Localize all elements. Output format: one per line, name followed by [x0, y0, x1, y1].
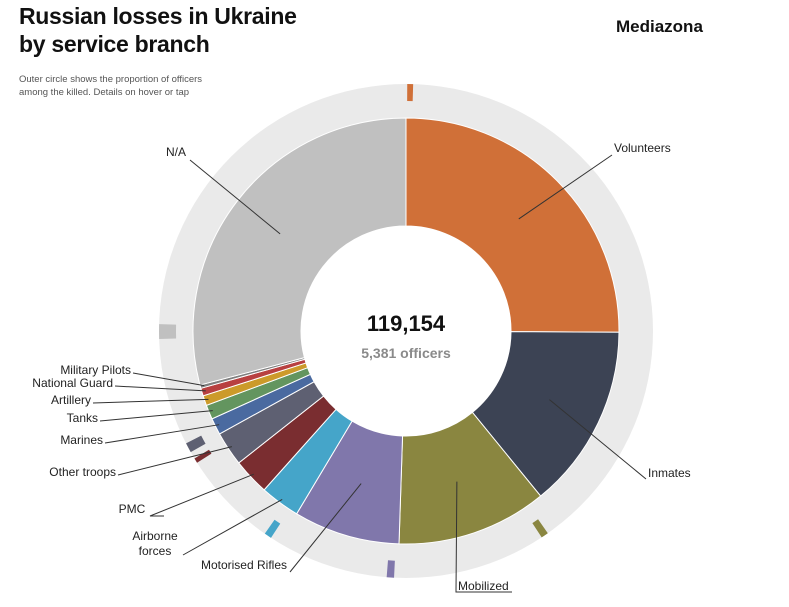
officer-star-icon [186, 435, 206, 453]
subtitle-line-2: among the killed. Details on hover or ta… [19, 87, 190, 98]
officer-star-icon [386, 560, 395, 578]
officer-star-icon [264, 519, 281, 538]
leader-line-national-guard [114, 385, 206, 392]
label-airborne-forces: Airborne forces [132, 529, 178, 558]
label-inmates: Inmates [648, 466, 691, 480]
leader-line-n-a [189, 159, 281, 235]
leader-line-mobilized [455, 481, 512, 593]
label-marines: Marines [60, 433, 103, 447]
title-line-2: by service branch [19, 31, 210, 57]
leader-line-volunteers [518, 154, 613, 220]
label-tanks: Tanks [67, 411, 98, 425]
label-national-guard: National Guard [32, 376, 113, 390]
label-artillery: Artillery [51, 393, 91, 407]
label-motorised-rifles: Motorised Rifles [201, 558, 287, 572]
officer-star-icon [159, 324, 177, 339]
label-mobilized: Mobilized [458, 579, 509, 593]
subtitle-line-1: Outer circle shows the proportion of off… [19, 74, 203, 85]
label-n-a: N/A [166, 145, 186, 159]
leader-line-tanks [99, 410, 213, 422]
center-officers: 5,381 officers [361, 345, 451, 361]
chart-subtitle: Outer circle shows the proportion of off… [19, 73, 269, 99]
chart-title: Russian losses in Ukraine by service bra… [19, 2, 297, 58]
label-other-troops: Other troops [49, 465, 116, 479]
leader-line-other-troops [117, 446, 233, 476]
title-line-1: Russian losses in Ukraine [19, 3, 297, 29]
label-pmc: PMC [119, 502, 146, 516]
label-military-pilots: Military Pilots [60, 363, 131, 377]
leader-line-marines [104, 424, 220, 444]
officer-star-icon [532, 519, 548, 538]
leader-line-military-pilots [132, 372, 205, 387]
brand-logo[interactable]: Mediazona [616, 17, 703, 36]
officer-star-icon [407, 84, 414, 102]
leader-line-airborne-forces [182, 498, 283, 556]
label-volunteers: Volunteers [614, 141, 671, 155]
center-total: 119,154 [367, 311, 446, 336]
leader-line-artillery [92, 398, 209, 404]
center-hole [301, 226, 511, 436]
leader-line-motorised-rifles [289, 483, 362, 573]
leader-line-inmates [549, 399, 647, 480]
leader-line-pmc [149, 473, 254, 517]
